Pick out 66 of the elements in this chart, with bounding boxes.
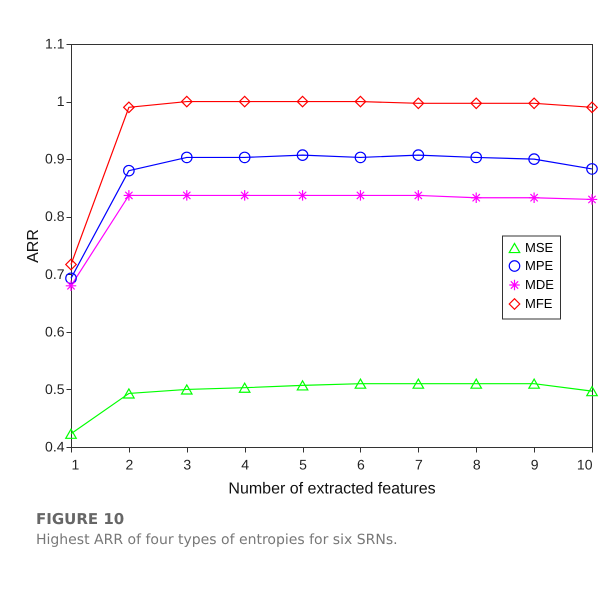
point xyxy=(412,378,424,389)
y-tick-label: 0.4 xyxy=(45,438,65,454)
y-tick-label: 0.9 xyxy=(45,150,65,167)
point xyxy=(180,152,193,164)
point xyxy=(65,280,77,292)
point xyxy=(296,96,308,108)
point xyxy=(470,192,482,204)
y-tick-label: 0.7 xyxy=(45,266,65,282)
x-tick-label: 2 xyxy=(125,456,134,472)
legend-label: MFE xyxy=(525,296,553,311)
point xyxy=(296,380,308,391)
x-tick-label: 3 xyxy=(183,456,192,472)
point xyxy=(586,101,598,114)
point xyxy=(65,428,77,439)
x-tick-label: 1 xyxy=(72,456,80,472)
point xyxy=(470,378,482,389)
point xyxy=(354,152,366,164)
point xyxy=(586,386,598,396)
x-tick-label: 8 xyxy=(472,456,481,472)
point xyxy=(528,378,540,389)
text: Highest ARR of four types of entropies for six SRNs. xyxy=(36,532,398,548)
point xyxy=(412,97,424,110)
point xyxy=(238,96,251,108)
point xyxy=(354,378,366,389)
legend-label: MPE xyxy=(525,258,554,273)
point xyxy=(123,388,135,399)
point xyxy=(65,272,77,284)
point xyxy=(123,164,135,176)
caption: FIGURE 10 xyxy=(36,510,126,528)
x-axis-title: Number of extracted features xyxy=(228,480,436,498)
point xyxy=(354,96,366,108)
point xyxy=(470,152,482,164)
y-tick-label: 1 xyxy=(56,93,65,110)
point xyxy=(65,258,77,270)
point xyxy=(180,96,193,108)
x-tick-label: 10 xyxy=(576,456,593,472)
y-tick-label: 0.6 xyxy=(45,323,65,340)
point xyxy=(238,190,251,202)
point xyxy=(296,190,308,202)
point xyxy=(354,190,366,202)
point xyxy=(586,163,598,175)
point xyxy=(123,101,135,114)
point xyxy=(412,190,424,202)
x-tick-label: 7 xyxy=(414,456,423,472)
x-tick-label: 5 xyxy=(299,456,308,472)
point xyxy=(528,192,540,204)
point xyxy=(528,97,540,110)
x-tick-label: 6 xyxy=(357,456,366,472)
point xyxy=(296,149,308,161)
point xyxy=(123,190,135,202)
legend-label: MDE xyxy=(525,277,554,292)
point xyxy=(180,190,193,202)
point xyxy=(528,153,540,165)
x-tick-label: 9 xyxy=(530,456,539,472)
x-tick-label: 4 xyxy=(241,456,250,472)
point xyxy=(586,194,598,206)
point xyxy=(180,384,193,395)
point xyxy=(412,149,424,161)
y-tick-label: 1.1 xyxy=(45,36,65,52)
y-axis-title: ARR xyxy=(25,229,42,263)
point xyxy=(470,97,482,110)
legend-label: MSE xyxy=(525,240,554,255)
y-tick-label: 0.5 xyxy=(45,380,65,397)
point xyxy=(238,382,251,393)
y-tick-label: 0.8 xyxy=(45,208,65,224)
point xyxy=(238,152,251,164)
